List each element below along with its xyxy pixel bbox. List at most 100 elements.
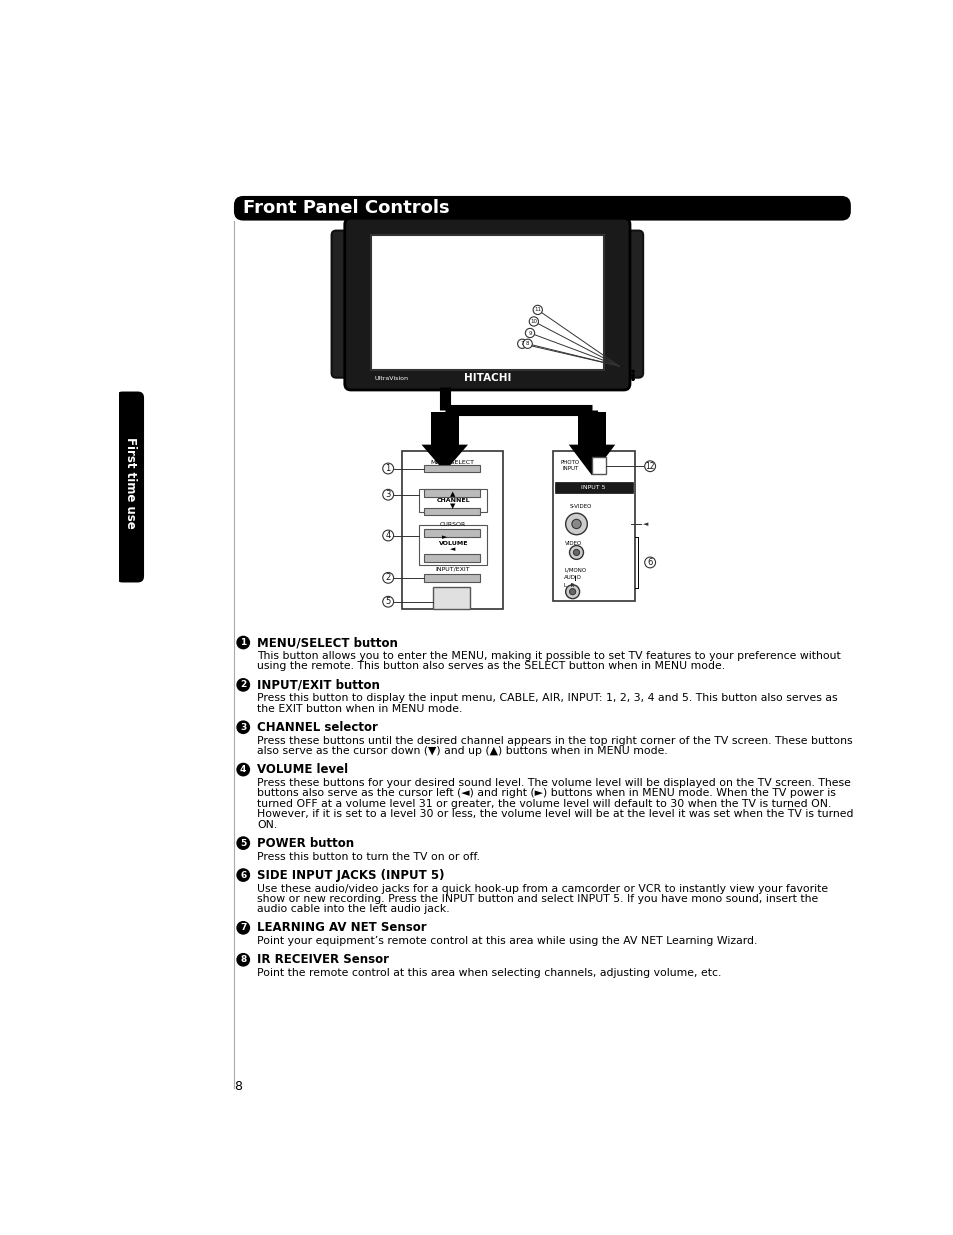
Text: L  R: L R xyxy=(563,583,574,588)
Circle shape xyxy=(569,589,575,595)
FancyBboxPatch shape xyxy=(622,231,642,378)
Text: This button allows you to enter the MENU, making it possible to set TV features : This button allows you to enter the MENU… xyxy=(257,651,840,661)
Text: ►: ► xyxy=(441,534,447,540)
Text: 3: 3 xyxy=(240,722,246,732)
Text: PHOTO: PHOTO xyxy=(560,459,579,464)
Circle shape xyxy=(525,329,534,337)
Text: 8: 8 xyxy=(240,956,246,965)
Circle shape xyxy=(533,305,542,315)
Circle shape xyxy=(644,557,655,568)
Text: CHANNEL: CHANNEL xyxy=(436,498,471,503)
Bar xyxy=(371,235,603,370)
Text: Point the remote control at this area when selecting channels, adjusting volume,: Point the remote control at this area wh… xyxy=(257,968,720,978)
Text: 6: 6 xyxy=(240,871,246,879)
Text: 2: 2 xyxy=(385,573,391,583)
Circle shape xyxy=(382,597,394,608)
Text: the EXIT button when in MENU mode.: the EXIT button when in MENU mode. xyxy=(257,704,462,714)
Text: 11: 11 xyxy=(534,308,540,312)
Circle shape xyxy=(573,550,579,556)
Text: ◄: ◄ xyxy=(642,521,648,527)
Text: 1: 1 xyxy=(385,464,391,473)
FancyBboxPatch shape xyxy=(233,196,850,221)
Bar xyxy=(433,587,470,609)
Text: 7: 7 xyxy=(240,924,246,932)
Circle shape xyxy=(644,461,655,472)
Circle shape xyxy=(631,370,634,373)
Text: Use these audio/video jacks for a quick hook-up from a camcorder or VCR to insta: Use these audio/video jacks for a quick … xyxy=(257,883,827,894)
Circle shape xyxy=(569,546,583,559)
Polygon shape xyxy=(421,445,468,472)
Text: 3: 3 xyxy=(385,490,391,499)
Text: 9: 9 xyxy=(528,331,531,336)
Circle shape xyxy=(236,721,249,734)
Text: LEARNING AV NET Sensor: LEARNING AV NET Sensor xyxy=(257,921,426,935)
Circle shape xyxy=(382,463,394,474)
Text: L/MONO: L/MONO xyxy=(563,568,585,573)
Text: Press these buttons for your desired sound level. The volume level will be displ: Press these buttons for your desired sou… xyxy=(257,778,850,788)
Text: SIDE INPUT JACKS (INPUT 5): SIDE INPUT JACKS (INPUT 5) xyxy=(257,868,444,882)
Bar xyxy=(423,530,479,537)
Text: 2: 2 xyxy=(240,680,246,689)
Text: VOLUME level: VOLUME level xyxy=(257,763,348,776)
Text: ▼: ▼ xyxy=(450,503,455,509)
Bar xyxy=(423,555,479,562)
Text: 6: 6 xyxy=(647,558,652,567)
Text: VIDEO: VIDEO xyxy=(564,541,581,546)
Text: First time use: First time use xyxy=(124,437,136,529)
Text: AUDIO: AUDIO xyxy=(563,576,581,580)
Text: CHANNEL selector: CHANNEL selector xyxy=(257,721,377,734)
Bar xyxy=(553,451,634,601)
Text: 8: 8 xyxy=(233,1079,242,1093)
Polygon shape xyxy=(431,411,458,445)
Text: VOLUME: VOLUME xyxy=(438,541,468,546)
Text: 5: 5 xyxy=(240,839,246,847)
Text: using the remote. This button also serves as the SELECT button when in MENU mode: using the remote. This button also serve… xyxy=(257,662,724,672)
Circle shape xyxy=(631,378,634,380)
Bar xyxy=(402,451,502,609)
Circle shape xyxy=(522,340,532,348)
Text: 4: 4 xyxy=(385,531,391,540)
Text: 10: 10 xyxy=(530,319,537,324)
Text: MENU/SELECT button: MENU/SELECT button xyxy=(257,636,397,650)
Circle shape xyxy=(382,530,394,541)
Text: ON.: ON. xyxy=(257,820,277,830)
Text: 8: 8 xyxy=(525,341,529,346)
FancyBboxPatch shape xyxy=(116,391,144,583)
Circle shape xyxy=(382,573,394,583)
Circle shape xyxy=(631,374,634,377)
Bar xyxy=(423,489,479,496)
Circle shape xyxy=(529,317,537,326)
Circle shape xyxy=(236,953,249,966)
Circle shape xyxy=(517,340,526,348)
Text: 12: 12 xyxy=(644,462,654,471)
Text: Front Panel Controls: Front Panel Controls xyxy=(243,199,450,217)
Text: POWER: POWER xyxy=(440,587,463,592)
Bar xyxy=(592,457,605,474)
Text: ◄: ◄ xyxy=(450,546,455,552)
Text: POWER button: POWER button xyxy=(257,836,354,850)
Text: turned OFF at a volume level 31 or greater, the volume level will default to 30 : turned OFF at a volume level 31 or great… xyxy=(257,799,831,809)
Bar xyxy=(423,464,479,472)
Text: MENU/SELECT: MENU/SELECT xyxy=(430,459,474,464)
Circle shape xyxy=(571,520,580,529)
Text: CURSOR: CURSOR xyxy=(439,522,465,527)
FancyBboxPatch shape xyxy=(332,231,352,378)
Text: Press this button to turn the TV on or off.: Press this button to turn the TV on or o… xyxy=(257,852,479,862)
Text: 7: 7 xyxy=(520,341,523,346)
Circle shape xyxy=(382,489,394,500)
Text: INPUT 5: INPUT 5 xyxy=(580,485,605,490)
Circle shape xyxy=(236,921,249,934)
Bar xyxy=(423,574,479,582)
Text: HITACHI: HITACHI xyxy=(463,373,511,383)
Text: However, if it is set to a level 30 or less, the volume level will be at the lev: However, if it is set to a level 30 or l… xyxy=(257,809,853,819)
Circle shape xyxy=(236,763,249,776)
Text: UltraVision: UltraVision xyxy=(375,375,409,380)
Text: S-VIDEO: S-VIDEO xyxy=(569,504,591,509)
Circle shape xyxy=(236,869,249,882)
Text: Press this button to display the input menu, CABLE, AIR, INPUT: 1, 2, 3, 4 and 5: Press this button to display the input m… xyxy=(257,693,837,704)
Circle shape xyxy=(565,514,587,535)
Text: also serve as the cursor down (▼) and up (▲) buttons when in MENU mode.: also serve as the cursor down (▼) and up… xyxy=(257,746,667,756)
Text: show or new recording. Press the INPUT button and select INPUT 5. If you have mo: show or new recording. Press the INPUT b… xyxy=(257,894,818,904)
Circle shape xyxy=(565,585,579,599)
Text: INPUT/EXIT: INPUT/EXIT xyxy=(435,567,469,572)
